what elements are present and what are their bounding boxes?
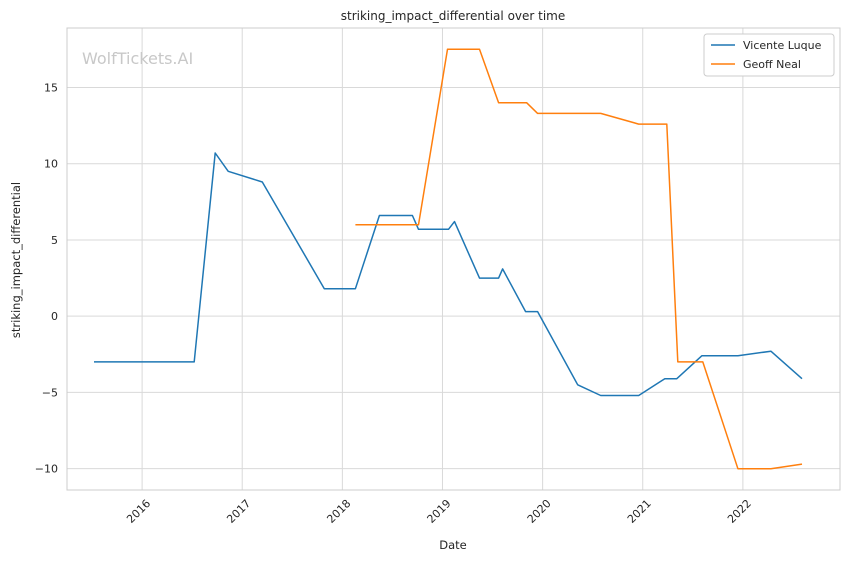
legend-box — [703, 33, 835, 77]
y-tick-labels: −10 −5 0 5 10 15 — [35, 81, 58, 475]
y-tick-label: 10 — [44, 158, 58, 171]
x-tick-label: 2018 — [324, 497, 353, 526]
y-tick-label: −10 — [35, 463, 58, 476]
y-tick-label: 0 — [51, 310, 58, 323]
y-tick-label: 5 — [51, 234, 58, 247]
x-tick-labels: 2016 2017 2018 2019 2020 2021 2022 — [124, 497, 754, 526]
grid-lines — [67, 28, 840, 490]
x-tick-label: 2017 — [224, 497, 253, 526]
y-axis-label: striking_impact_differential — [9, 182, 23, 338]
x-tick-label: 2022 — [725, 497, 754, 526]
series-line-geoff-neal — [355, 48, 803, 470]
x-tick-label: 2019 — [425, 497, 454, 526]
x-tick-label: 2016 — [124, 497, 153, 526]
y-tick-label: −5 — [42, 386, 58, 399]
legend-label-geoff-neal: Geoff Neal — [743, 58, 801, 71]
legend-label-vicente-luque: Vicente Luque — [743, 39, 822, 52]
chart-title: striking_impact_differential over time — [341, 9, 566, 23]
y-tick-label: 15 — [44, 81, 58, 94]
x-axis-label: Date — [439, 538, 467, 552]
plot-frame — [66, 27, 841, 491]
series-line-vicente-luque — [94, 152, 803, 397]
series-lines — [94, 48, 803, 470]
x-tick-label: 2021 — [625, 497, 654, 526]
x-tick-label: 2020 — [525, 497, 554, 526]
watermark-text: WolfTickets.AI — [82, 49, 193, 68]
legend: Vicente Luque Geoff Neal — [703, 33, 835, 77]
